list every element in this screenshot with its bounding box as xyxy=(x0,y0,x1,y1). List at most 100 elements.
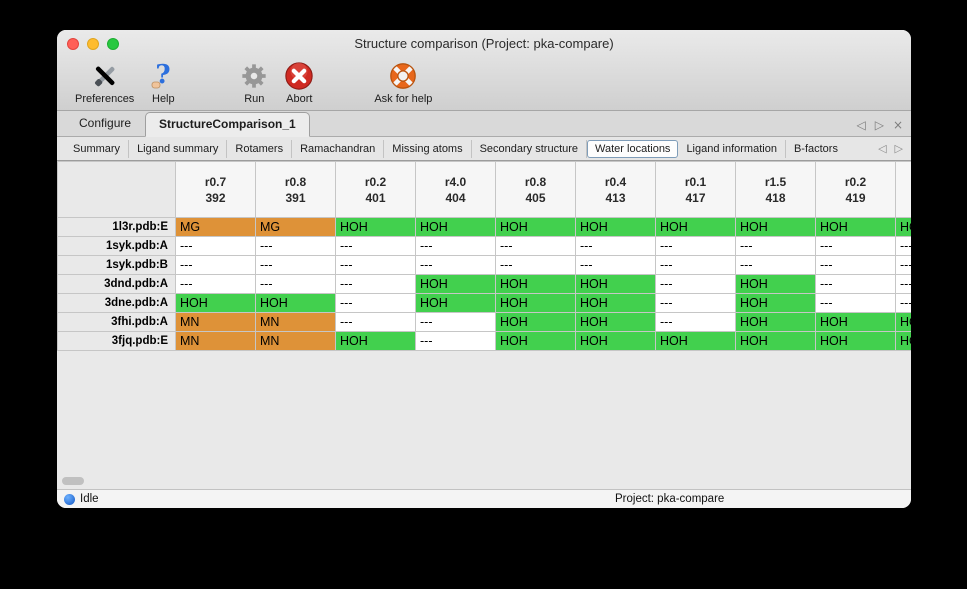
water-cell[interactable]: HOH xyxy=(815,217,896,237)
water-cell[interactable]: --- xyxy=(495,255,576,275)
water-cell[interactable]: MN xyxy=(255,331,336,351)
water-cell[interactable]: MG xyxy=(175,217,256,237)
water-cell[interactable]: HOH xyxy=(575,331,656,351)
water-cell[interactable]: --- xyxy=(735,236,816,256)
report-prev-arrow-icon[interactable]: ◁ xyxy=(878,142,887,155)
water-cell[interactable]: --- xyxy=(335,312,416,332)
water-cell[interactable]: HOH xyxy=(735,312,816,332)
water-cell[interactable]: --- xyxy=(655,274,736,294)
water-cell[interactable]: HOH xyxy=(495,312,576,332)
water-cell[interactable]: --- xyxy=(175,274,256,294)
water-cell[interactable]: HOH xyxy=(415,217,496,237)
water-cell[interactable]: HOH xyxy=(735,217,816,237)
water-cell[interactable]: HOH xyxy=(575,293,656,313)
water-cell[interactable]: --- xyxy=(655,236,736,256)
water-cell[interactable]: HOH xyxy=(495,293,576,313)
water-cell[interactable]: HOH xyxy=(495,217,576,237)
abort-button[interactable]: Abort xyxy=(276,60,322,105)
report-tab-b-factors[interactable]: B-factors xyxy=(793,142,838,155)
water-cell[interactable]: HOH xyxy=(575,274,656,294)
water-cell[interactable]: HOH xyxy=(815,331,896,351)
close-button[interactable] xyxy=(67,38,79,50)
water-cell[interactable]: HOH xyxy=(735,331,816,351)
water-cell[interactable]: --- xyxy=(575,236,656,256)
water-cell[interactable]: HOH xyxy=(255,293,336,313)
water-cell[interactable]: --- xyxy=(815,293,896,313)
water-cell[interactable]: --- xyxy=(415,236,496,256)
toolbar-label: Abort xyxy=(286,93,313,105)
tab-close-icon[interactable]: × xyxy=(892,118,903,132)
water-cell[interactable]: --- xyxy=(415,312,496,332)
titlebar[interactable]: Structure comparison (Project: pka-compa… xyxy=(57,30,911,58)
water-cell[interactable]: --- xyxy=(815,236,896,256)
water-cell[interactable]: --- xyxy=(255,255,336,275)
report-tab-summary[interactable]: Summary xyxy=(65,139,130,158)
water-cell[interactable]: --- xyxy=(815,274,896,294)
tab-configure[interactable]: Configure xyxy=(79,116,132,130)
water-cell[interactable]: HOH xyxy=(335,217,416,237)
water-cell[interactable]: HOH xyxy=(335,331,416,351)
water-cell[interactable]: --- xyxy=(655,255,736,275)
water-cell[interactable]: --- xyxy=(575,255,656,275)
water-cell[interactable]: --- xyxy=(415,255,496,275)
water-cell[interactable]: --- xyxy=(895,274,911,294)
water-cell[interactable]: --- xyxy=(895,236,911,256)
water-cell[interactable]: --- xyxy=(175,236,256,256)
water-cell[interactable]: --- xyxy=(175,255,256,275)
water-cell[interactable]: --- xyxy=(255,236,336,256)
water-cell[interactable]: HOH xyxy=(815,312,896,332)
water-cell[interactable]: --- xyxy=(895,293,911,313)
column-header: r0.7 392 xyxy=(175,161,256,218)
report-tab-ramachandran[interactable]: Ramachandran xyxy=(292,139,385,158)
report-tab-ligand-summary[interactable]: Ligand summary xyxy=(129,139,228,158)
water-cell[interactable]: --- xyxy=(335,274,416,294)
water-cell[interactable]: --- xyxy=(335,293,416,313)
water-cell[interactable]: MN xyxy=(175,331,256,351)
water-cell[interactable]: --- xyxy=(815,255,896,275)
water-cell[interactable]: HOH xyxy=(735,274,816,294)
tab-structurecomparison-1[interactable]: StructureComparison_1 xyxy=(145,112,310,137)
run-button[interactable]: Run xyxy=(232,60,276,105)
water-cell[interactable]: HOH xyxy=(415,274,496,294)
minimize-button[interactable] xyxy=(87,38,99,50)
ask-for-help-button[interactable]: Ask for help xyxy=(366,60,440,105)
water-cell[interactable]: HOH xyxy=(495,331,576,351)
report-tab-rotamers[interactable]: Rotamers xyxy=(227,139,293,158)
water-cell[interactable]: HOH xyxy=(495,274,576,294)
water-cell[interactable]: HOH xyxy=(175,293,256,313)
water-cell[interactable]: HOH xyxy=(655,331,736,351)
water-cell[interactable]: MN xyxy=(175,312,256,332)
water-cell[interactable]: HOH xyxy=(575,217,656,237)
report-tab-ligand-information[interactable]: Ligand information xyxy=(678,139,786,158)
report-next-arrow-icon[interactable]: ▷ xyxy=(894,142,903,155)
water-cell[interactable]: HOH xyxy=(895,331,911,351)
water-cell[interactable]: --- xyxy=(495,236,576,256)
tab-prev-arrow-icon[interactable]: ◁ xyxy=(856,118,866,132)
water-cell[interactable]: HOH xyxy=(895,217,911,237)
tab-next-arrow-icon[interactable]: ▷ xyxy=(874,118,884,132)
report-tab-water-locations[interactable]: Water locations xyxy=(587,139,679,158)
water-cell[interactable]: HOH xyxy=(655,217,736,237)
water-cell[interactable]: HOH xyxy=(895,312,911,332)
water-cell[interactable]: --- xyxy=(655,293,736,313)
help-button[interactable]: ? Help xyxy=(142,60,184,105)
report-tab-missing-atoms[interactable]: Missing atoms xyxy=(384,139,472,158)
horizontal-scrollbar[interactable] xyxy=(57,473,911,489)
water-cell[interactable]: MN xyxy=(255,312,336,332)
zoom-button[interactable] xyxy=(107,38,119,50)
water-cell[interactable]: HOH xyxy=(415,293,496,313)
water-cell[interactable]: --- xyxy=(655,312,736,332)
water-cell[interactable]: --- xyxy=(335,255,416,275)
water-cell[interactable]: --- xyxy=(335,236,416,256)
water-cell[interactable]: --- xyxy=(255,274,336,294)
water-cell[interactable]: HOH xyxy=(575,312,656,332)
scrollbar-thumb[interactable] xyxy=(62,477,84,485)
water-cell[interactable]: MG xyxy=(255,217,336,237)
water-cell[interactable]: HOH xyxy=(735,293,816,313)
report-tab-secondary-structure[interactable]: Secondary structure xyxy=(472,139,588,158)
row-label: 1syk.pdb:A xyxy=(57,236,176,256)
preferences-button[interactable]: Preferences xyxy=(67,60,142,105)
water-cell[interactable]: --- xyxy=(735,255,816,275)
water-cell[interactable]: --- xyxy=(895,255,911,275)
water-cell[interactable]: --- xyxy=(415,331,496,351)
